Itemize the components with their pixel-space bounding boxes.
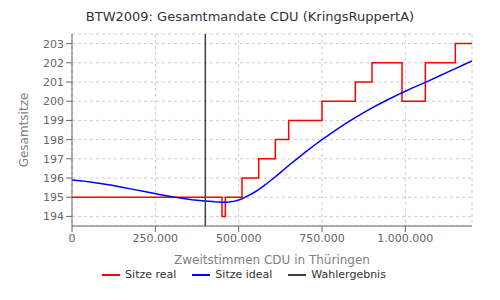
svg-text:Gesamtsitze: Gesamtsitze xyxy=(17,93,31,168)
svg-text:194: 194 xyxy=(43,210,64,223)
html-text:Wahlergebnis: Wahlergebnis xyxy=(311,268,386,281)
svg-text:198: 198 xyxy=(43,134,64,147)
svg-text:Zweitstimmen CDU in Thüringen: Zweitstimmen CDU in Thüringen xyxy=(174,253,370,267)
svg-text:199: 199 xyxy=(43,114,64,127)
svg-text:195: 195 xyxy=(43,191,64,204)
svg-text:200: 200 xyxy=(43,95,64,108)
svg-text:202: 202 xyxy=(43,57,64,70)
svg-text:250.000: 250.000 xyxy=(133,232,179,245)
svg-text:197: 197 xyxy=(43,153,64,166)
html-text:BTW2009: Gesamtmandate CDU (Kr: BTW2009: Gesamtmandate CDU (KringsRupper… xyxy=(85,9,415,24)
svg-text:500.000: 500.000 xyxy=(216,232,262,245)
svg-text:0: 0 xyxy=(69,232,76,245)
svg-text:1.000.000: 1.000.000 xyxy=(377,232,433,245)
svg-text:203: 203 xyxy=(43,38,64,51)
svg-text:201: 201 xyxy=(43,76,64,89)
svg-text:750.000: 750.000 xyxy=(299,232,345,245)
svg-text:196: 196 xyxy=(43,172,64,185)
html-text:Sitze real: Sitze real xyxy=(125,268,177,281)
html-text:Sitze ideal: Sitze ideal xyxy=(215,268,273,281)
